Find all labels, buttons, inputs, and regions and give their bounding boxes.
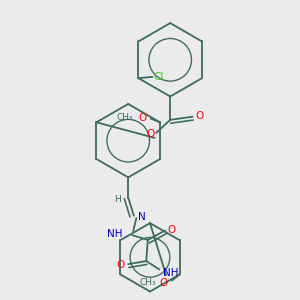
Text: CH₃: CH₃ xyxy=(139,278,156,287)
Text: H: H xyxy=(114,195,121,204)
Text: NH: NH xyxy=(106,229,122,239)
Text: CH₃: CH₃ xyxy=(117,113,134,122)
Text: O: O xyxy=(160,278,168,287)
Text: O: O xyxy=(167,225,176,235)
Text: NH: NH xyxy=(163,268,178,278)
Text: O: O xyxy=(139,113,147,123)
Text: O: O xyxy=(146,129,155,139)
Text: Cl: Cl xyxy=(153,72,164,82)
Text: N: N xyxy=(138,212,146,222)
Text: O: O xyxy=(117,260,125,270)
Text: O: O xyxy=(195,111,203,121)
